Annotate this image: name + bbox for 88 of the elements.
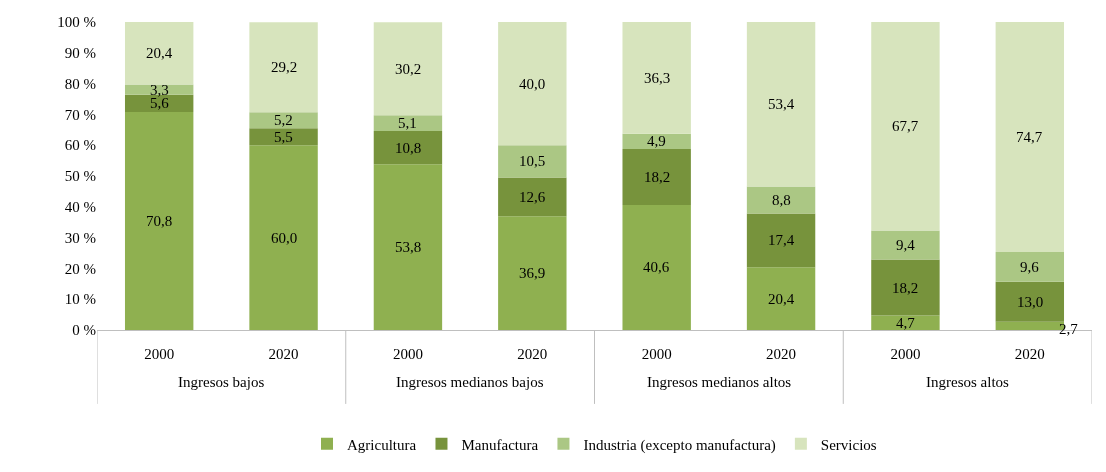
data-label: 20,4 [768,291,795,307]
data-label: 53,4 [768,96,795,112]
text: Ingresos bajos [178,374,265,390]
data-label: 74,7 [1016,129,1043,145]
data-label: 40,0 [519,76,546,92]
legend-label: Manufactura [461,436,539,453]
data-label: 8,8 [772,192,791,208]
bar [622,22,691,134]
bar [746,186,816,214]
bar [622,148,691,205]
bar [498,216,567,330]
bar [373,22,443,116]
y-tick-label: 70 % [64,106,96,123]
bar [498,177,567,217]
data-label: 9,4 [896,237,916,253]
data-label: 5,6 [150,95,170,111]
bar [995,281,1065,322]
bar [871,22,940,231]
bar [249,112,318,129]
data-label: 20,4 [146,45,173,61]
x-tick-label: 2000 [144,346,175,362]
bar [498,22,567,146]
data-label: 70,8 [146,213,173,229]
x-tick-label: 2000 [890,346,921,362]
data-label: 13,0 [1017,294,1044,310]
bar [373,131,443,165]
bar [124,22,194,85]
data-label: 17,4 [768,232,795,248]
y-tick-label: 60 % [64,137,96,154]
y-tick-label: 80 % [64,75,96,92]
legend-label: Agricultura [347,436,417,453]
x-tick-label: 2020 [517,346,548,362]
data-label: 12,6 [519,189,546,205]
data-label: 5,1 [398,115,417,131]
bar [871,259,940,316]
text: Ingresos medianos altos [647,374,792,390]
bar [249,22,318,113]
y-tick-label: 0 % [72,322,96,339]
bar [871,315,940,330]
bar [746,22,816,187]
legend-label: Servicios [820,436,877,453]
bar [498,145,567,178]
data-label: 4,9 [647,133,666,149]
bar [373,115,443,132]
y-tick-label: 50 % [64,168,96,185]
x-tick-label: 2020 [1014,346,1045,362]
data-label: 2,7 [1059,321,1079,337]
x-tick-label: 2020 [268,346,299,362]
data-label: 53,8 [395,239,422,255]
text: Ingresos medianos bajos [396,374,544,390]
data-label: 10,5 [519,153,546,169]
bar [622,204,691,330]
bar [124,111,194,330]
text: Ingresos altos [926,374,1010,390]
bar [622,133,691,149]
data-label: 36,9 [519,265,546,281]
y-tick-label: 10 % [64,291,96,308]
bar [871,230,940,260]
data-label: 60,0 [271,230,298,246]
y-tick-label: 100 % [57,14,96,31]
data-label: 10,8 [395,140,422,156]
data-label: 67,7 [892,118,919,134]
bar [995,252,1065,282]
data-label: 30,2 [395,61,422,77]
data-label: 5,2 [274,112,293,128]
y-tick-label: 30 % [64,229,96,246]
data-label: 36,3 [644,70,671,86]
bar [995,22,1065,253]
legend-label: Industria (excepto manufactura) [583,436,776,454]
data-label: 29,2 [271,59,298,75]
data-label: 18,2 [644,169,671,185]
bar [249,145,318,330]
data-label: 5,5 [274,129,293,145]
x-tick-label: 2000 [392,346,423,362]
y-tick-label: 20 % [64,260,96,277]
data-label: 4,7 [896,315,916,331]
bar [249,128,318,146]
data-label: 3,3 [150,82,169,98]
x-tick-label: 2000 [641,346,672,362]
x-tick-label: 2020 [766,346,797,362]
bar [746,267,816,330]
bar [746,213,816,268]
y-tick-label: 90 % [64,45,96,62]
bar [373,164,443,330]
y-tick-label: 40 % [64,199,96,216]
data-label: 18,2 [892,280,919,296]
data-label: 40,6 [643,259,670,275]
data-label: 9,6 [1020,259,1040,275]
